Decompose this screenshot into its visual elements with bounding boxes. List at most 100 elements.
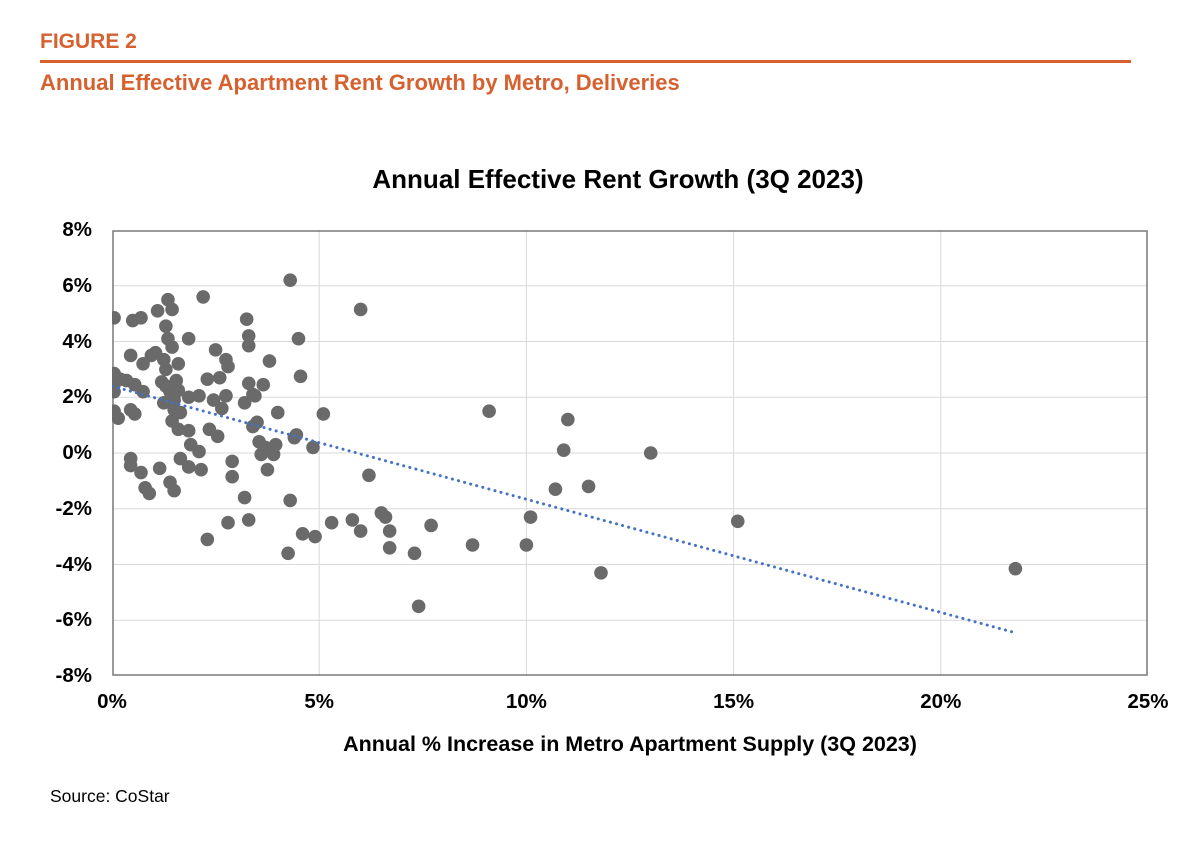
plot-border: [112, 230, 1148, 676]
data-point: [256, 377, 271, 392]
data-point: [159, 319, 173, 333]
data-point: [268, 437, 283, 452]
data-point: [382, 524, 397, 538]
data-point: [208, 343, 223, 357]
data-point: [192, 444, 206, 459]
x-tick-label: 15%: [713, 690, 755, 713]
data-point: [192, 389, 206, 403]
data-point: [142, 486, 157, 501]
scatter-plot: [112, 230, 1148, 676]
data-point: [407, 546, 422, 561]
data-point: [353, 302, 368, 317]
data-point: [239, 312, 254, 326]
x-tick-label: 5%: [304, 690, 335, 713]
data-point: [295, 527, 310, 541]
data-point: [150, 304, 165, 318]
data-point: [237, 490, 252, 505]
x-axis-tick-labels: 0% 5% 10% 15% 20% 25%: [97, 690, 1168, 718]
data-point: [262, 354, 277, 368]
data-point: [181, 423, 196, 438]
data-point: [643, 446, 658, 460]
data-point: [215, 401, 229, 416]
data-point: [289, 428, 304, 442]
data-point: [281, 546, 295, 561]
trendline: [112, 384, 1017, 635]
data-point: [127, 407, 142, 421]
data-point: [250, 415, 264, 430]
data-point: [210, 429, 225, 444]
data-point: [173, 405, 188, 420]
data-point: [241, 338, 256, 353]
data-point: [237, 396, 252, 410]
data-point: [136, 357, 150, 371]
data-point: [167, 483, 181, 498]
data-point: [181, 460, 196, 474]
data-point: [241, 376, 256, 391]
data-point: [206, 393, 221, 407]
data-point: [1008, 561, 1023, 576]
header-divider: [40, 60, 1131, 63]
data-point: [270, 405, 285, 420]
x-axis-title: Annual % Increase in Metro Apartment Sup…: [343, 732, 917, 756]
data-point: [241, 329, 256, 343]
data-point: [200, 372, 215, 386]
data-point: [548, 482, 563, 497]
data-point: [324, 515, 339, 530]
data-point: [353, 524, 368, 538]
data-point: [283, 493, 297, 508]
x-tick-label: 10%: [505, 690, 547, 713]
y-tick-label: 2%: [62, 385, 92, 409]
figure-subtitle: Annual Effective Apartment Rent Growth b…: [40, 70, 680, 95]
data-point: [194, 462, 208, 477]
data-point: [221, 359, 235, 374]
data-point: [134, 465, 148, 480]
data-point: [345, 513, 360, 527]
data-point: [378, 510, 393, 524]
data-point: [136, 384, 150, 399]
x-tick-label: 25%: [1127, 690, 1169, 713]
data-point: [225, 469, 239, 484]
data-point: [171, 422, 186, 437]
data-point: [283, 273, 297, 287]
y-tick-label: -4%: [55, 552, 92, 576]
data-point: [424, 518, 438, 533]
x-tick-label: 0%: [97, 690, 127, 713]
data-point: [362, 468, 376, 483]
x-tick-label: 20%: [920, 690, 962, 713]
data-point: [581, 479, 596, 494]
data-point: [112, 311, 121, 325]
chart-title: Annual Effective Rent Growth (3Q 2023): [372, 164, 864, 194]
data-point: [219, 389, 233, 403]
data-point: [181, 331, 196, 346]
data-point: [171, 357, 186, 371]
data-point: [123, 458, 138, 473]
data-point: [112, 411, 126, 425]
y-tick-label: 8%: [62, 218, 92, 241]
data-point: [482, 404, 496, 418]
data-point: [308, 529, 322, 544]
y-tick-label: 6%: [62, 273, 92, 297]
data-point: [212, 370, 227, 385]
source-note: Source: CoStar: [50, 786, 170, 806]
data-point: [123, 348, 138, 363]
data-point: [196, 290, 210, 304]
y-tick-label: 0%: [62, 441, 92, 464]
data-point: [291, 331, 306, 346]
data-point: [200, 532, 215, 547]
data-point: [159, 362, 173, 377]
y-axis-tick-labels: 8% 6% 4% 2% 0% -2% -4% -6% -8%: [0, 218, 92, 687]
data-point: [165, 302, 179, 317]
figure-label: FIGURE 2: [40, 30, 137, 53]
data-point: [171, 383, 186, 398]
y-tick-label: -6%: [55, 608, 92, 632]
data-point: [306, 440, 320, 455]
data-point: [556, 443, 571, 458]
data-point: [225, 454, 239, 469]
data-point: [316, 407, 331, 421]
data-point: [382, 540, 397, 555]
data-point: [165, 340, 179, 354]
data-point: [248, 389, 262, 403]
data-point: [411, 599, 426, 614]
data-point: [260, 462, 275, 477]
